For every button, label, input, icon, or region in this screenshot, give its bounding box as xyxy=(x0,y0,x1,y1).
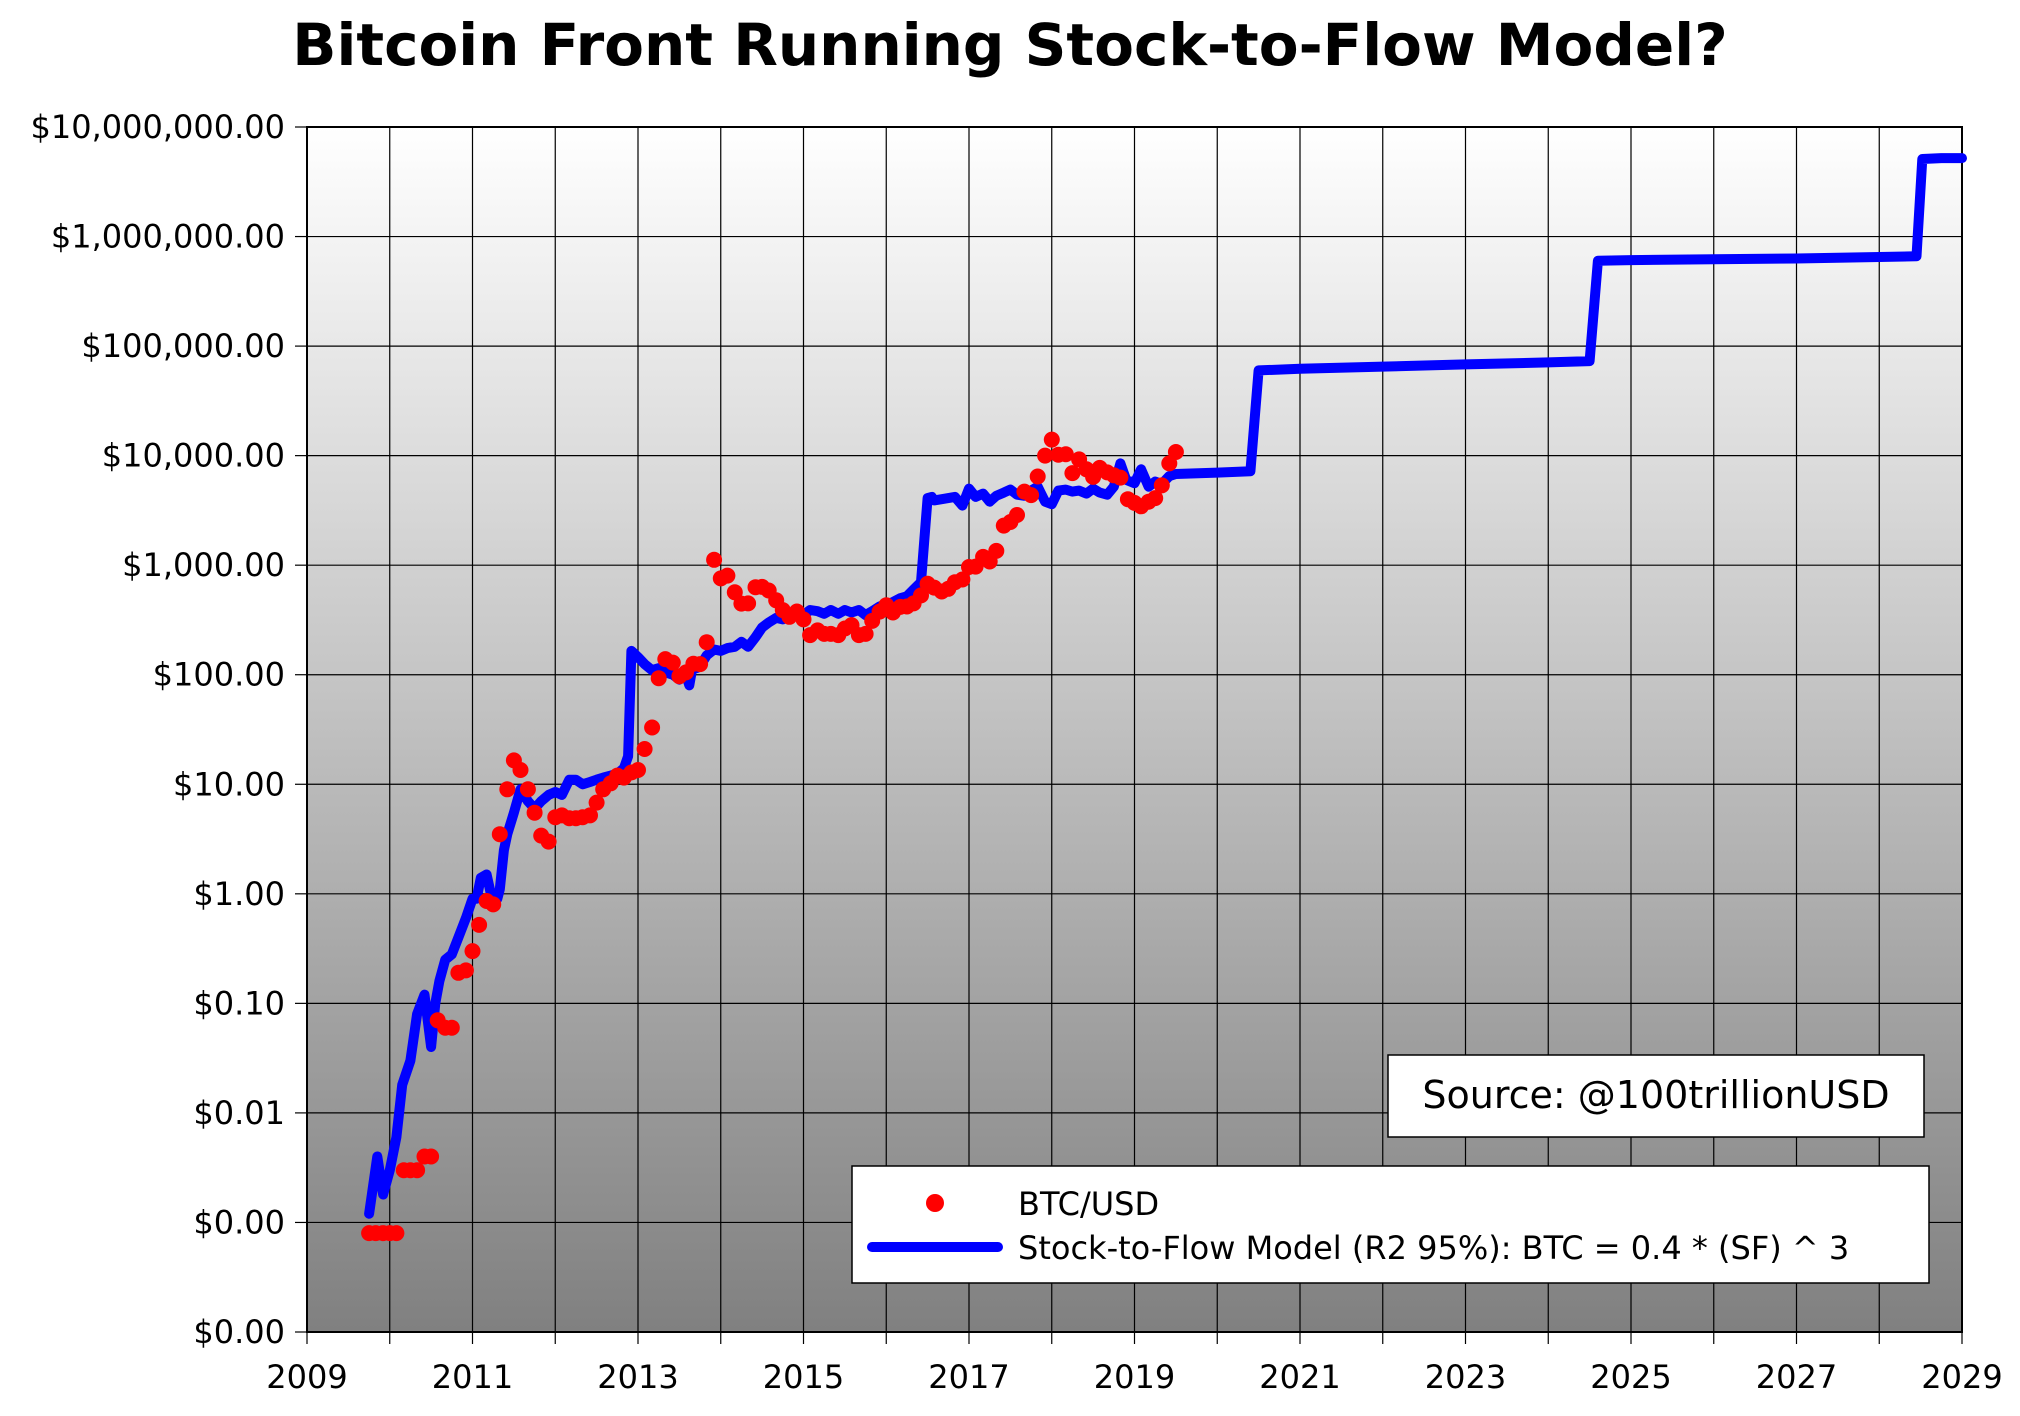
btc-point xyxy=(988,542,1005,559)
y-tick-label: $1,000,000.00 xyxy=(51,218,285,256)
x-tick-label: 2021 xyxy=(1259,1358,1340,1396)
btc-point xyxy=(664,654,681,671)
btc-point xyxy=(526,804,543,821)
btc-point xyxy=(706,551,723,568)
btc-point xyxy=(644,719,661,736)
btc-point xyxy=(457,962,474,979)
source-box xyxy=(1387,1054,1925,1138)
legend-box xyxy=(851,1165,1930,1284)
x-tick-label: 2015 xyxy=(763,1358,844,1396)
x-tick-label: 2023 xyxy=(1425,1358,1506,1396)
btc-point xyxy=(954,571,971,588)
btc-point xyxy=(512,762,529,778)
source-annotation: Source: @100trillionUSD xyxy=(1422,1073,1889,1117)
y-tick-label: $100,000.00 xyxy=(81,327,285,365)
btc-point xyxy=(471,916,488,933)
y-tick-label: $0.00 xyxy=(193,1313,285,1351)
y-tick-label: $1,000.00 xyxy=(122,546,285,584)
btc-point xyxy=(1029,468,1046,485)
btc-point xyxy=(582,807,598,824)
legend-btc-label: BTC/USD xyxy=(1018,1185,1159,1223)
x-tick-label: 2027 xyxy=(1756,1358,1837,1396)
btc-point xyxy=(1037,447,1054,464)
x-tick-label: 2019 xyxy=(1094,1358,1175,1396)
btc-point xyxy=(1057,446,1074,463)
btc-point xyxy=(388,1225,405,1242)
btc-point xyxy=(499,781,516,798)
y-tick-label: $0.00 xyxy=(193,1203,285,1241)
x-tick-label: 2013 xyxy=(597,1358,678,1396)
btc-point xyxy=(491,826,508,843)
y-tick-label: $100.00 xyxy=(153,656,285,694)
btc-point xyxy=(692,656,709,673)
btc-point xyxy=(795,611,812,628)
btc-point xyxy=(540,833,557,850)
btc-point xyxy=(636,741,653,757)
btc-point xyxy=(519,781,536,798)
btc-point xyxy=(409,1162,426,1179)
btc-point xyxy=(1043,431,1060,448)
btc-point xyxy=(464,943,481,960)
btc-point xyxy=(1009,507,1025,523)
btc-point xyxy=(1153,477,1170,494)
btc-point xyxy=(913,587,929,604)
btc-point xyxy=(1167,444,1184,460)
btc-point xyxy=(719,567,736,584)
y-tick-label: $0.01 xyxy=(193,1094,285,1132)
x-tick-label: 2011 xyxy=(432,1358,513,1396)
x-tick-label: 2017 xyxy=(928,1358,1009,1396)
x-tick-label: 2029 xyxy=(1921,1358,2002,1396)
x-tick-label: 2009 xyxy=(266,1358,347,1396)
chart-title: Bitcoin Front Running Stock-to-Flow Mode… xyxy=(292,11,1727,79)
btc-point xyxy=(443,1019,460,1036)
y-tick-label: $10.00 xyxy=(173,765,285,803)
btc-point xyxy=(588,794,605,811)
model-line xyxy=(364,153,1967,1219)
annotations: Source: @100trillionUSD BTC/USD Stock-to… xyxy=(851,1054,1930,1284)
x-tick-label: 2025 xyxy=(1590,1358,1671,1396)
btc-point xyxy=(485,896,502,913)
y-tick-label: $1.00 xyxy=(193,875,285,913)
btc-point xyxy=(740,595,757,612)
btc-point xyxy=(1112,469,1129,486)
legend-model-label: Stock-to-Flow Model (R2 95%): BTC = 0.4 … xyxy=(1018,1229,1849,1267)
btc-point xyxy=(857,625,874,642)
axes: $0.00 $0.00 $0.01 $0.10 $1.00 $10.00 $100.00 $1… xyxy=(31,108,2003,1396)
btc-point xyxy=(423,1148,440,1165)
y-tick-label: $10,000.00 xyxy=(102,437,285,475)
btc-point xyxy=(698,634,715,651)
y-tick-label: $0.10 xyxy=(193,984,285,1022)
btc-point xyxy=(650,670,667,687)
btc-point xyxy=(1064,465,1081,482)
legend-btc-marker xyxy=(926,1194,944,1212)
grid xyxy=(306,126,1963,1333)
btc-point xyxy=(1147,490,1164,507)
btc-point xyxy=(1023,487,1040,504)
btc-point xyxy=(630,762,646,778)
series xyxy=(361,153,1967,1242)
plot-frame xyxy=(306,126,1963,1333)
y-tick-label: $10,000,000.00 xyxy=(31,108,285,146)
